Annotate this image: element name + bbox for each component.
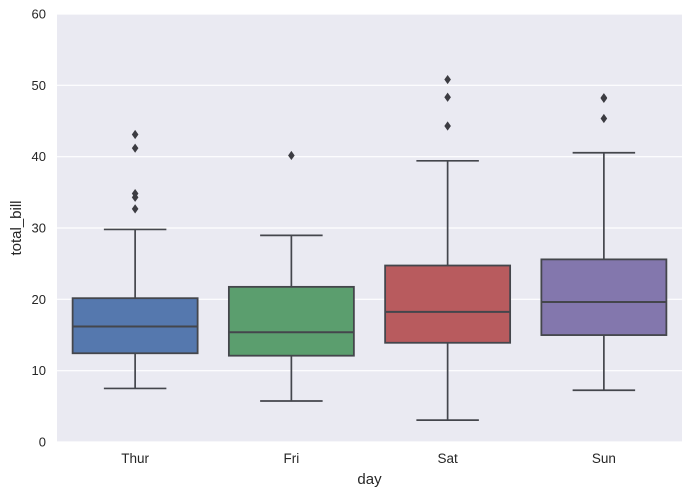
- boxplot-box-sun: [540, 93, 668, 392]
- boxplot-box-thur: [71, 129, 199, 390]
- outlier-diamond-thur: [131, 143, 139, 153]
- x-tick-label-thur: Thur: [121, 451, 149, 466]
- y-tick-label-30: 30: [32, 221, 46, 236]
- y-tick-label-0: 0: [39, 435, 46, 450]
- outlier-diamond-fri: [288, 150, 295, 161]
- outlier-diamond-thur: [131, 129, 139, 140]
- y-tick-label-60: 60: [32, 7, 46, 22]
- outlier-diamond-sun: [600, 93, 608, 103]
- y-tick-label-20: 20: [32, 292, 46, 307]
- iqr-box-fri: [227, 285, 355, 357]
- y-tick-label-40: 40: [32, 149, 46, 164]
- y-tick-label-10: 10: [32, 363, 46, 378]
- y-axis-label: total_bill: [8, 200, 25, 255]
- iqr-box-sun: [540, 258, 668, 336]
- x-axis-tick-labels: Thur Fri Sat Sun: [121, 451, 616, 466]
- x-tick-label-sat: Sat: [437, 451, 458, 466]
- outlier-diamond-thur: [131, 204, 139, 214]
- outlier-diamond-sat: [444, 92, 451, 102]
- outlier-diamond-sun: [600, 113, 608, 124]
- outlier-diamond-thur: [131, 188, 139, 199]
- y-tick-label-50: 50: [32, 78, 46, 93]
- iqr-box-sat: [384, 264, 512, 344]
- x-tick-label-sun: Sun: [592, 451, 616, 466]
- box-groups: [71, 74, 668, 421]
- x-axis-label: day: [357, 471, 382, 488]
- x-tick-label-fri: Fri: [284, 451, 300, 466]
- boxplot-box-fri: [227, 150, 355, 402]
- outlier-diamond-sat: [444, 74, 451, 85]
- boxplot-box-sat: [384, 74, 512, 421]
- y-axis-tick-labels: 0 10 20 30 40 50 60: [32, 7, 46, 450]
- outlier-diamond-sat: [444, 121, 451, 131]
